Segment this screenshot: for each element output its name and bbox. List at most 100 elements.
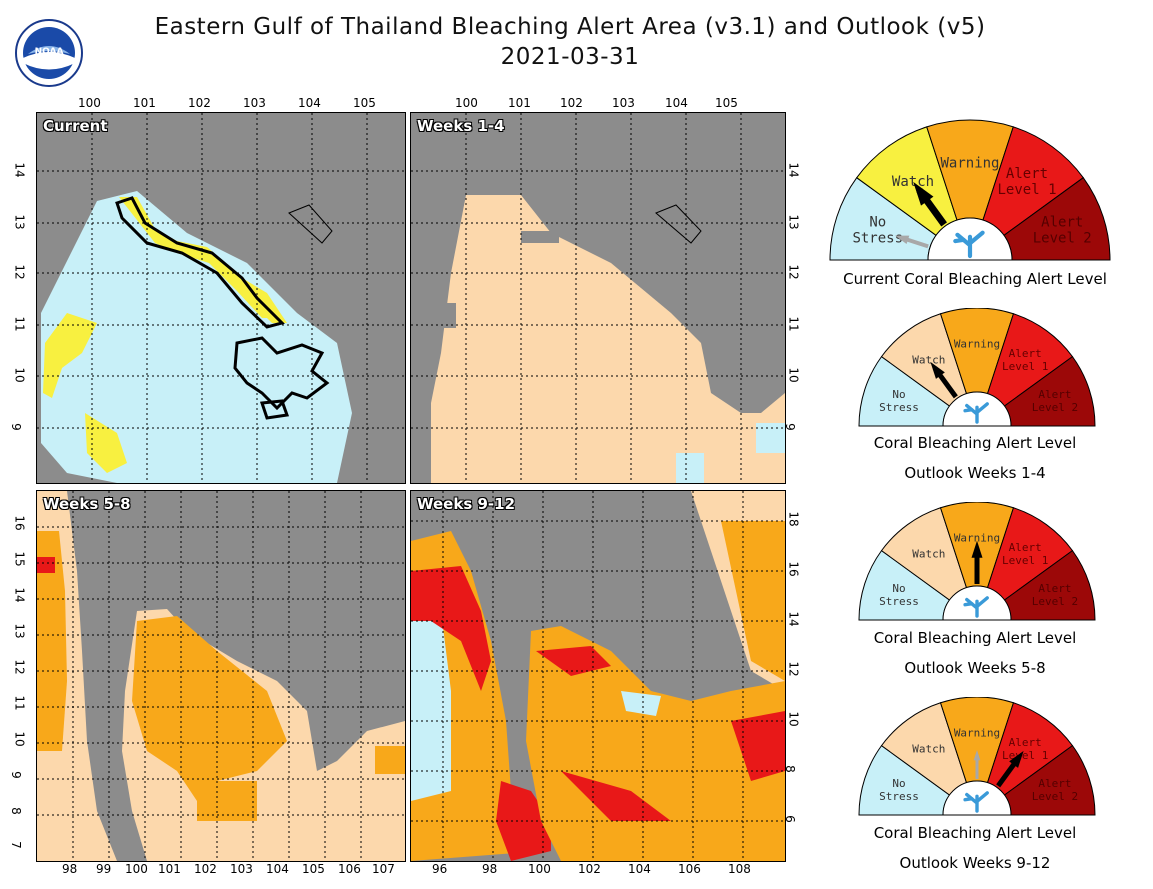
- gauge-segment-label: No: [892, 582, 905, 595]
- gauge-segment-label: Warning: [954, 532, 1000, 545]
- gauge-segment-label: Watch: [912, 547, 945, 560]
- tick-label: 9: [8, 423, 23, 431]
- tick-label: 105: [715, 96, 738, 110]
- tick-label: 13: [12, 214, 27, 230]
- map-label: Weeks 1-4: [417, 117, 505, 135]
- tick-label: 8: [782, 765, 797, 773]
- gauge-segment-label: Warning: [940, 156, 999, 172]
- gauge-segment-label: Alert: [1009, 541, 1042, 554]
- tick-label: 104: [628, 862, 651, 876]
- tick-label: 10: [12, 367, 27, 383]
- gauge-segment-label: Alert: [1009, 347, 1042, 360]
- tick-label: 14: [786, 611, 801, 627]
- gauge-caption: Outlook Weeks 1-4: [904, 464, 1046, 482]
- tick-label: 16: [786, 561, 801, 577]
- coral-icon: [963, 402, 989, 424]
- tick-label: 98: [482, 862, 498, 876]
- map-weeks-9-12-canvas: [411, 491, 785, 861]
- tick-label: 104: [266, 862, 289, 876]
- tick-label: 12: [12, 659, 27, 675]
- tick-label: 106: [678, 862, 701, 876]
- gauge-segment-label: Level 1: [1002, 360, 1048, 373]
- tick-label: 98: [62, 862, 78, 876]
- gauge-segment-label: Stress: [852, 231, 903, 247]
- map-weeks-5-8-canvas: [37, 491, 405, 861]
- gauge-segment-label: Level 2: [1032, 595, 1078, 608]
- tick-label: 101: [158, 862, 181, 876]
- tick-label: 10: [786, 367, 801, 383]
- map-weeks-5-8: Weeks 5-8: [36, 490, 406, 862]
- gauge-caption: Coral Bleaching Alert Level: [873, 824, 1077, 842]
- tick-label: 15: [12, 551, 27, 567]
- tick-label: 100: [528, 862, 551, 876]
- tick-label: 101: [508, 96, 531, 110]
- gauge-segment-label: Stress: [879, 595, 919, 608]
- gauge-segment-label: Watch: [912, 353, 945, 366]
- tick-label: 99: [96, 862, 112, 876]
- gauge-caption: Outlook Weeks 9-12: [899, 854, 1051, 872]
- gauge-segment-label: Level 1: [1002, 749, 1048, 762]
- gauge-segment-label: Watch: [912, 742, 945, 755]
- tick-label: 106: [338, 862, 361, 876]
- tick-label: 11: [12, 695, 27, 711]
- tick-label: 103: [230, 862, 253, 876]
- page-date: 2021-03-31: [500, 44, 640, 70]
- gauge-caption: Current Coral Bleaching Alert Level: [843, 270, 1107, 288]
- tick-label: 16: [12, 515, 27, 531]
- coral-icon: [963, 791, 989, 813]
- tick-label: 9: [8, 771, 23, 779]
- gauge-segment-label: No: [869, 215, 886, 231]
- tick-label: 10: [786, 711, 801, 727]
- tick-label: 9: [782, 423, 797, 431]
- logo-text: NOAA: [35, 47, 64, 57]
- tick-label: 103: [612, 96, 635, 110]
- tick-label: 104: [665, 96, 688, 110]
- tick-label: 11: [12, 316, 27, 332]
- coral-icon: [963, 596, 989, 618]
- gauge-needle-head: [971, 540, 983, 558]
- gauge-segment-label: Alert: [1038, 582, 1071, 595]
- gauge-segment-label: No: [892, 777, 905, 790]
- tick-label: 12: [786, 661, 801, 677]
- tick-label: 18: [786, 511, 801, 527]
- tick-label: 100: [125, 862, 148, 876]
- page-title: Eastern Gulf of Thailand Bleaching Alert…: [154, 14, 986, 40]
- map-label: Current: [43, 117, 108, 135]
- gauge-segment-label: Level 1: [998, 182, 1057, 198]
- gauge-caption: Coral Bleaching Alert Level: [873, 629, 1077, 647]
- tick-label: 13: [786, 214, 801, 230]
- gauge-segment-label: Alert: [1038, 777, 1071, 790]
- tick-label: 100: [455, 96, 478, 110]
- tick-label: 14: [786, 162, 801, 178]
- map-weeks-9-12: Weeks 9-12: [410, 490, 786, 862]
- gauge-segment-label: Level 2: [1033, 231, 1092, 247]
- map-weeks-1-4: Weeks 1-4: [410, 112, 786, 484]
- tick-label: 10: [12, 731, 27, 747]
- gauge-segment-label: Warning: [954, 338, 1000, 351]
- tick-label: 102: [578, 862, 601, 876]
- gauge-segment-label: Alert: [1009, 736, 1042, 749]
- tick-label: 103: [243, 96, 266, 110]
- gauge-segment-label: Alert: [1006, 166, 1048, 182]
- gauge-needle-head: [930, 361, 945, 379]
- tick-label: 11: [786, 316, 801, 332]
- tick-label: 102: [194, 862, 217, 876]
- tick-label: 7: [8, 841, 23, 849]
- tick-label: 100: [78, 96, 101, 110]
- gauge-segment-label: Stress: [879, 790, 919, 803]
- gauge-segment-label: Watch: [892, 174, 934, 190]
- gauge-segment-label: No: [892, 388, 905, 401]
- tick-label: 107: [372, 862, 395, 876]
- gauge-segment-label: Level 1: [1002, 554, 1048, 567]
- map-label: Weeks 5-8: [43, 495, 131, 513]
- gauge-caption: Outlook Weeks 5-8: [904, 659, 1046, 677]
- map-weeks-1-4-canvas: [411, 113, 785, 483]
- map-current: Current: [36, 112, 406, 484]
- tick-label: 108: [728, 862, 751, 876]
- gauge-needle-head: [894, 235, 910, 245]
- tick-label: 6: [782, 815, 797, 823]
